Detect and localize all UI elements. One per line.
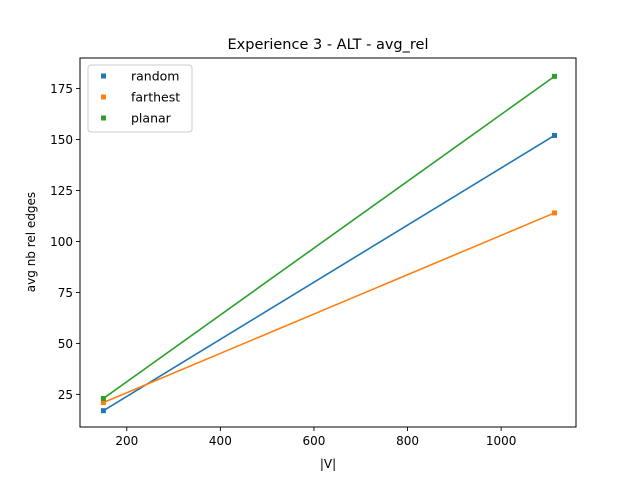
series-line-random [102, 134, 555, 412]
y-tick-label: 100 [50, 235, 73, 249]
legend-box [87, 64, 193, 133]
x-tick-label: 800 [396, 434, 419, 448]
y-tick-label: 25 [58, 388, 73, 402]
legend-marker-random [101, 73, 106, 79]
series-line-farthest [103, 212, 555, 404]
y-tick-label: 150 [50, 133, 73, 147]
legend-label-planar: planar [131, 111, 172, 126]
y-tick-label: 175 [50, 82, 73, 96]
point-planar-0 [100, 395, 106, 401]
legend-label-farthest: farthest [131, 90, 180, 105]
point-random-0 [100, 408, 106, 414]
x-tick-label: 600 [303, 434, 326, 448]
point-farthest-1 [551, 210, 557, 216]
x-tick-label: 200 [115, 434, 138, 448]
x-axis-label: |V| [320, 457, 336, 471]
point-farthest-0 [100, 400, 106, 406]
plot-frame [79, 57, 577, 428]
legend: random farthest planar [87, 64, 193, 133]
y-tick-label: 125 [50, 184, 73, 198]
y-tick-label: 50 [58, 337, 73, 351]
x-axis-ticks: 200 400 600 800 1000 [115, 427, 516, 448]
plot-marks [100, 73, 557, 414]
y-tick-label: 75 [58, 286, 73, 300]
legend-label-random: random [131, 69, 179, 84]
chart-title: Experience 3 - ALT - avg_rel [228, 37, 429, 53]
series-line-planar [102, 75, 555, 400]
x-tick-label: 1000 [486, 434, 517, 448]
y-axis-label: avg nb rel edges [24, 192, 38, 292]
x-tick-label: 400 [209, 434, 232, 448]
point-planar-1 [551, 73, 557, 79]
legend-marker-farthest [101, 94, 106, 100]
y-axis-ticks: 25 50 75 100 125 150 175 [50, 82, 80, 402]
legend-marker-planar [101, 115, 106, 121]
point-random-1 [551, 132, 557, 138]
